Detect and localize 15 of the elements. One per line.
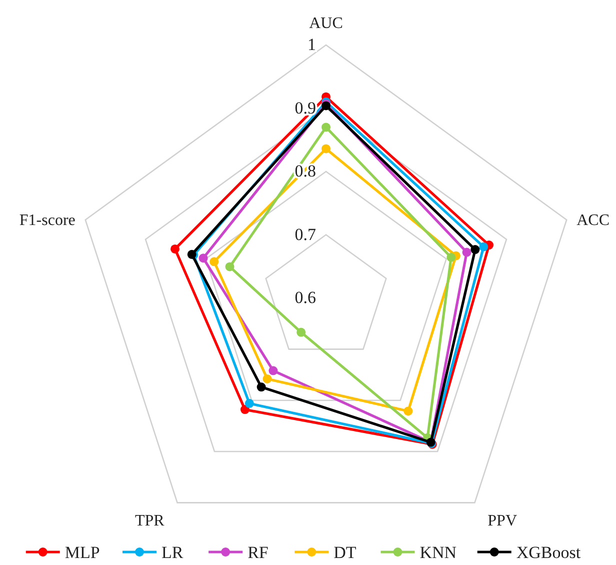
- legend-label: DT: [334, 543, 357, 562]
- y-tick-label: 0.7: [294, 224, 316, 244]
- legend-label: XGBoost: [516, 543, 581, 562]
- y-tick-label: 0.6: [294, 288, 316, 307]
- spoke-label: ACC: [576, 212, 610, 229]
- legend-label: RF: [248, 543, 268, 562]
- spoke-label: PPV: [488, 512, 518, 530]
- legend-label: MLP: [64, 543, 100, 562]
- legend-label: KNN: [420, 543, 457, 562]
- spoke-label: F1-score: [19, 212, 76, 229]
- spoke-label: TPR: [135, 512, 165, 530]
- y-tick-label: 0.9: [294, 98, 316, 118]
- spoke-label: AUC: [309, 15, 343, 32]
- y-tick-label: 1: [308, 35, 316, 54]
- legend-label: LR: [161, 543, 184, 562]
